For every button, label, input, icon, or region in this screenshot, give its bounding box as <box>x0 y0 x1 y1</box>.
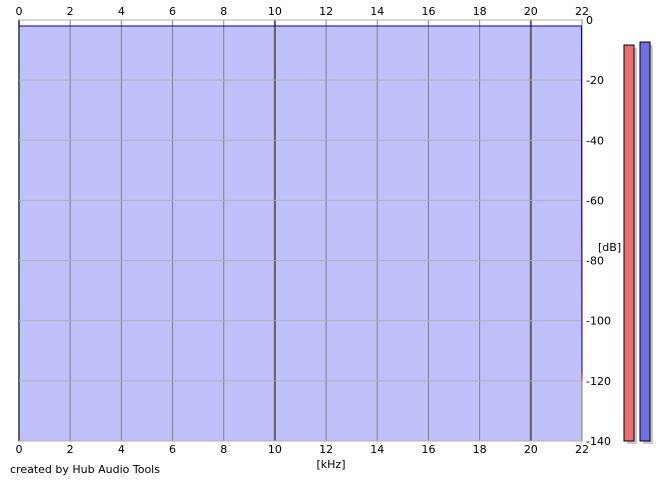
x-tick-label-bottom: 16 <box>421 443 435 456</box>
meter-right <box>639 41 651 442</box>
y-tick-label: -20 <box>586 74 604 87</box>
y-tick-label: -40 <box>586 134 604 147</box>
x-tick-label-bottom: 6 <box>169 443 176 456</box>
x-tick-label-bottom: 10 <box>268 443 282 456</box>
x-tick-label-top: 14 <box>370 5 384 18</box>
y-tick-label: -100 <box>586 315 611 328</box>
x-tick-labels-bottom: 0 2 4 6 8 10 12 14 16 18 20 22 <box>16 443 590 456</box>
y-tick-label: -80 <box>586 255 604 268</box>
x-tick-label-top: 2 <box>67 5 74 18</box>
x-tick-label-bottom: 0 <box>16 443 23 456</box>
credit-text: created by Hub Audio Tools <box>10 463 160 476</box>
meter-left <box>623 44 635 442</box>
x-tick-label-top: 12 <box>319 5 333 18</box>
level-meters <box>623 41 653 445</box>
y-tick-label: -140 <box>586 435 611 448</box>
x-tick-label-top: 20 <box>524 5 538 18</box>
y-tick-labels: 0 -20 -40 -60 -80 -100 -120 -140 <box>586 14 611 448</box>
x-tick-labels-top: 0 2 4 6 8 10 12 14 16 18 20 22 <box>16 5 590 18</box>
x-tick-label-top: 8 <box>220 5 227 18</box>
spectrum-fill <box>19 26 582 441</box>
x-tick-label-bottom: 18 <box>473 443 487 456</box>
series-lines <box>19 25 583 381</box>
x-tick-label-bottom: 2 <box>67 443 74 456</box>
x-tick-label-bottom: 8 <box>220 443 227 456</box>
x-tick-label-top: 0 <box>16 5 23 18</box>
x-tick-label-bottom: 20 <box>524 443 538 456</box>
x-axis-label: [kHz] <box>317 458 346 471</box>
series-line-right <box>19 25 583 375</box>
x-tick-label-bottom: 4 <box>118 443 125 456</box>
x-tick-label-top: 6 <box>169 5 176 18</box>
x-tick-label-bottom: 12 <box>319 443 333 456</box>
x-tick-label-bottom: 22 <box>575 443 589 456</box>
y-tick-label: 0 <box>586 14 593 27</box>
x-tick-label-top: 18 <box>473 5 487 18</box>
spectrum-area <box>19 26 582 441</box>
y-tick-label: -60 <box>586 194 604 207</box>
grid-lines <box>18 19 583 442</box>
x-tick-label-top: 16 <box>421 5 435 18</box>
y-tick-label: -120 <box>586 375 611 388</box>
x-tick-label-top: 10 <box>268 5 282 18</box>
y-axis-label: [dB] <box>598 241 621 254</box>
x-tick-label-top: 4 <box>118 5 125 18</box>
x-tick-label-top: 22 <box>575 5 589 18</box>
x-tick-label-bottom: 14 <box>370 443 384 456</box>
